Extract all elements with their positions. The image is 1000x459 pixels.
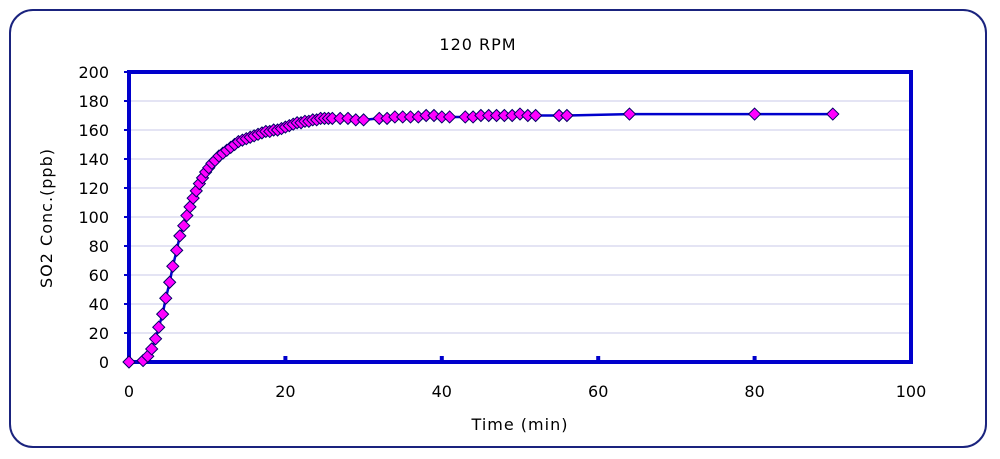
x-tick-label: 80 bbox=[744, 382, 764, 401]
series-line bbox=[128, 112, 833, 364]
data-point-marker bbox=[826, 107, 840, 121]
data-point-marker bbox=[442, 110, 457, 124]
x-tick-label: 60 bbox=[588, 382, 608, 401]
y-tick-label: 20 bbox=[89, 324, 109, 343]
y-tick-label: 180 bbox=[78, 92, 109, 111]
data-point-marker bbox=[177, 218, 191, 233]
x-tick-label: 100 bbox=[896, 382, 927, 401]
data-point-marker bbox=[173, 229, 187, 243]
y-tick-label: 120 bbox=[78, 179, 109, 198]
x-tick-labels: 0 20 40 60 80 100 bbox=[124, 382, 926, 401]
y-tick-label: 60 bbox=[89, 266, 109, 285]
y-tick-label: 100 bbox=[78, 208, 109, 227]
data-markers bbox=[122, 107, 840, 369]
data-point-marker bbox=[152, 320, 166, 334]
y-tick-label: 140 bbox=[78, 150, 109, 169]
chart-frame bbox=[9, 9, 987, 448]
y-tick-label: 40 bbox=[89, 295, 109, 314]
chart-title: 120 RPM bbox=[439, 35, 516, 54]
data-point-marker bbox=[356, 113, 371, 127]
data-point-marker bbox=[528, 108, 543, 123]
data-point-marker bbox=[144, 342, 159, 356]
data-point-marker bbox=[622, 107, 637, 121]
y-tick-label: 80 bbox=[89, 237, 109, 256]
x-tick-label: 0 bbox=[124, 382, 134, 401]
data-point-marker bbox=[148, 332, 163, 346]
grid-lines bbox=[129, 100, 911, 334]
x-tick-label: 20 bbox=[275, 382, 295, 401]
y-tick-label: 160 bbox=[78, 121, 109, 140]
data-point-marker bbox=[560, 108, 574, 123]
y-axis-title: SO2 Conc.(ppb) bbox=[37, 148, 56, 288]
data-point-marker bbox=[159, 291, 173, 305]
x-tick-label: 40 bbox=[432, 382, 452, 401]
tick-marks bbox=[124, 71, 757, 363]
y-tick-label: 200 bbox=[78, 63, 109, 82]
data-point-marker bbox=[747, 107, 762, 121]
data-point-marker bbox=[162, 275, 177, 289]
data-point-marker bbox=[155, 307, 170, 321]
y-tick-label: 0 bbox=[99, 353, 109, 372]
data-point-marker bbox=[169, 243, 184, 258]
data-point-marker bbox=[166, 259, 180, 274]
x-axis-title: Time (min) bbox=[471, 415, 569, 434]
data-point-marker bbox=[122, 355, 136, 369]
y-tick-labels: 0 20 40 60 80 100 120 140 160 180 200 bbox=[78, 63, 109, 372]
